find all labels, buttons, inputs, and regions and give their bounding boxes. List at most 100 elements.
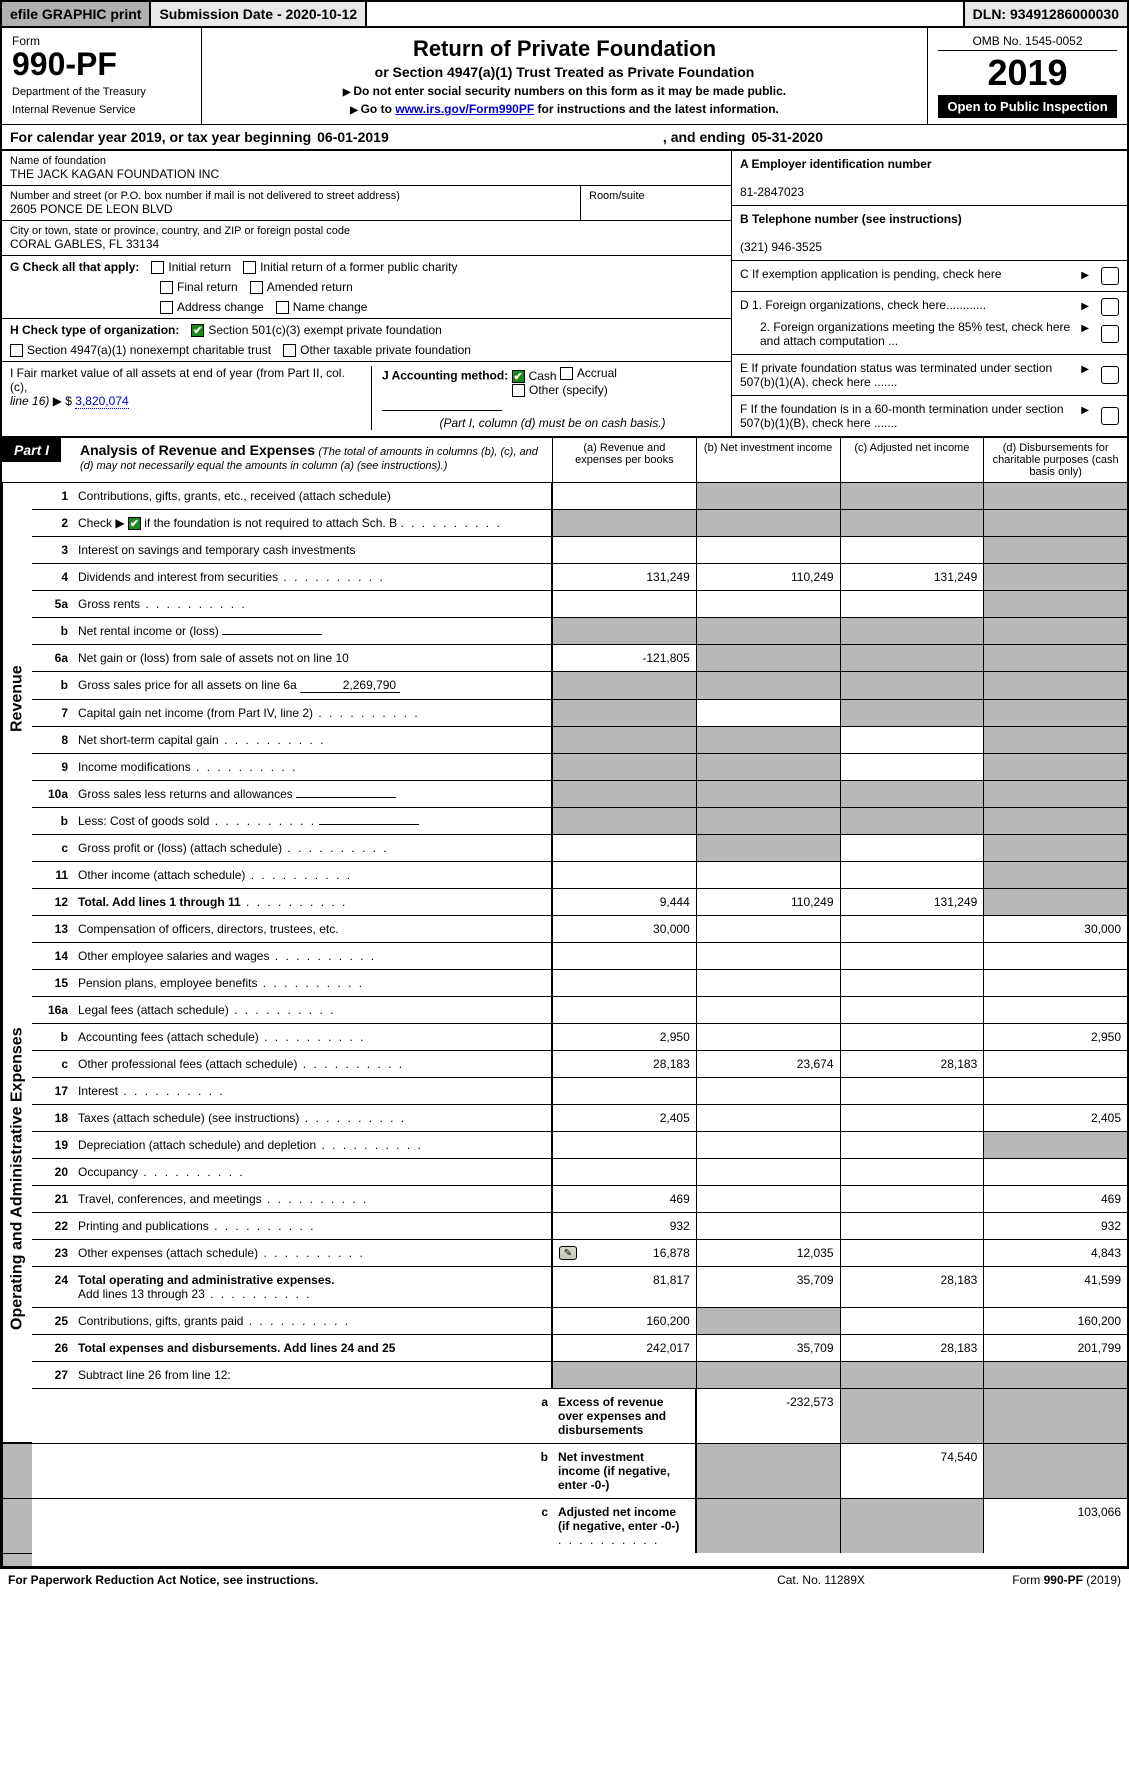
r23-c (840, 1239, 984, 1266)
r20-num: 20 (32, 1158, 72, 1185)
address-change-checkbox[interactable]: Address change (160, 300, 264, 314)
r14-a (552, 942, 696, 969)
r27-a (552, 1361, 696, 1388)
attachment-icon[interactable]: ✎ (559, 1246, 577, 1260)
r12-c: 131,249 (840, 888, 984, 915)
r12-d (983, 888, 1127, 915)
efile-print-button[interactable]: efile GRAPHIC print (2, 2, 151, 26)
r7-a (552, 699, 696, 726)
r16b-c (840, 1023, 984, 1050)
other-method-checkbox[interactable]: Other (specify) (512, 383, 608, 397)
r6a-a: -121,805 (552, 644, 696, 671)
h-item-2: Other taxable private foundation (300, 343, 471, 357)
final-return-checkbox[interactable]: Final return (160, 280, 238, 294)
r26-b: 35,709 (696, 1334, 840, 1361)
r27a-num: a (72, 1388, 552, 1443)
submission-date: Submission Date - 2020-10-12 (151, 2, 367, 26)
e-checkbox[interactable] (1101, 366, 1119, 384)
r12-num: 12 (32, 888, 72, 915)
other-taxable-checkbox[interactable]: Other taxable private foundation (283, 343, 471, 357)
r16b-d: 2,950 (983, 1023, 1127, 1050)
i-label2: line 16) (10, 394, 49, 408)
r13-num: 13 (32, 915, 72, 942)
r2-b (696, 509, 840, 536)
r22-desc: Printing and publications (72, 1212, 552, 1239)
r5a-b (696, 590, 840, 617)
h-check-row: H Check type of organization: Section 50… (2, 319, 731, 362)
d1-checkbox[interactable] (1101, 298, 1119, 316)
address-row: Number and street (or P.O. box number if… (2, 186, 731, 221)
r19-desc: Depreciation (attach schedule) and deple… (72, 1131, 552, 1158)
r9-b (696, 753, 840, 780)
r5b-desc: Net rental income or (loss) (72, 617, 552, 644)
r16a-d (983, 996, 1127, 1023)
r11-b (696, 861, 840, 888)
r27b-desc: Net investment income (if negative, ente… (552, 1443, 696, 1498)
fmv-value[interactable]: 3,820,074 (75, 394, 128, 409)
amended-return-checkbox[interactable]: Amended return (250, 280, 353, 294)
r16a-num: 16a (32, 996, 72, 1023)
c-row: C If exemption application is pending, c… (732, 261, 1127, 292)
r3-num: 3 (32, 536, 72, 563)
r11-num: 11 (32, 861, 72, 888)
r1-desc: Contributions, gifts, grants, etc., rece… (72, 483, 552, 509)
form-header: Form 990-PF Department of the Treasury I… (0, 26, 1129, 124)
r27c-num: c (72, 1498, 552, 1553)
initial-former-checkbox[interactable]: Initial return of a former public charit… (243, 260, 457, 274)
r16c-d (983, 1050, 1127, 1077)
c-checkbox[interactable] (1101, 267, 1119, 285)
r11-a (552, 861, 696, 888)
schB-checkbox[interactable] (128, 517, 141, 530)
r16b-a: 2,950 (552, 1023, 696, 1050)
cash-checkbox[interactable]: Cash (512, 369, 557, 383)
r16c-b: 23,674 (696, 1050, 840, 1077)
r16c-num: c (32, 1050, 72, 1077)
r12-a: 9,444 (552, 888, 696, 915)
d2-checkbox[interactable] (1101, 325, 1119, 343)
r10c-d (983, 834, 1127, 861)
part1-header: Part I Analysis of Revenue and Expenses … (0, 436, 1129, 482)
city-cell: City or town, state or province, country… (2, 221, 731, 256)
r10a-d (983, 780, 1127, 807)
r10c-a (552, 834, 696, 861)
r27a-c (983, 1388, 1127, 1443)
r8-desc: Net short-term capital gain (72, 726, 552, 753)
r25-a: 160,200 (552, 1307, 696, 1334)
r24-d: 41,599 (983, 1266, 1127, 1307)
cal-begin: 06-01-2019 (317, 129, 389, 145)
r12-b: 110,249 (696, 888, 840, 915)
r5a-c (840, 590, 984, 617)
open-to-public: Open to Public Inspection (938, 95, 1117, 118)
r16a-a (552, 996, 696, 1023)
accrual-checkbox[interactable]: Accrual (560, 366, 617, 380)
r27-c (840, 1361, 984, 1388)
r10a-desc: Gross sales less returns and allowances (72, 780, 552, 807)
city-value: CORAL GABLES, FL 33134 (10, 237, 723, 251)
g-item-1: Initial return of a former public charit… (260, 260, 457, 274)
r3-b (696, 536, 840, 563)
r27-num: 27 (32, 1361, 72, 1388)
r16a-c (840, 996, 984, 1023)
r14-c (840, 942, 984, 969)
4947a1-checkbox[interactable]: Section 4947(a)(1) nonexempt charitable … (10, 343, 271, 357)
name-change-checkbox[interactable]: Name change (276, 300, 368, 314)
dept-irs: Internal Revenue Service (12, 104, 191, 116)
r22-a: 932 (552, 1212, 696, 1239)
501c3-checkbox[interactable]: Section 501(c)(3) exempt private foundat… (191, 323, 441, 337)
r6b-num: b (32, 671, 72, 699)
r20-a (552, 1158, 696, 1185)
col-a-head: (a) Revenue and expenses per books (552, 438, 696, 482)
r5b-b (696, 617, 840, 644)
r24-a: 81,817 (552, 1266, 696, 1307)
r15-a (552, 969, 696, 996)
r1-c (840, 483, 984, 509)
e-row: E If private foundation status was termi… (732, 355, 1127, 396)
initial-return-checkbox[interactable]: Initial return (151, 260, 231, 274)
form-id-block: Form 990-PF Department of the Treasury I… (2, 28, 202, 124)
r6b-a (552, 671, 696, 699)
j-accrual: Accrual (577, 366, 617, 380)
f-checkbox[interactable] (1101, 407, 1119, 425)
irs-link[interactable]: www.irs.gov/Form990PF (395, 102, 534, 116)
f-row: F If the foundation is in a 60-month ter… (732, 396, 1127, 436)
r15-c (840, 969, 984, 996)
